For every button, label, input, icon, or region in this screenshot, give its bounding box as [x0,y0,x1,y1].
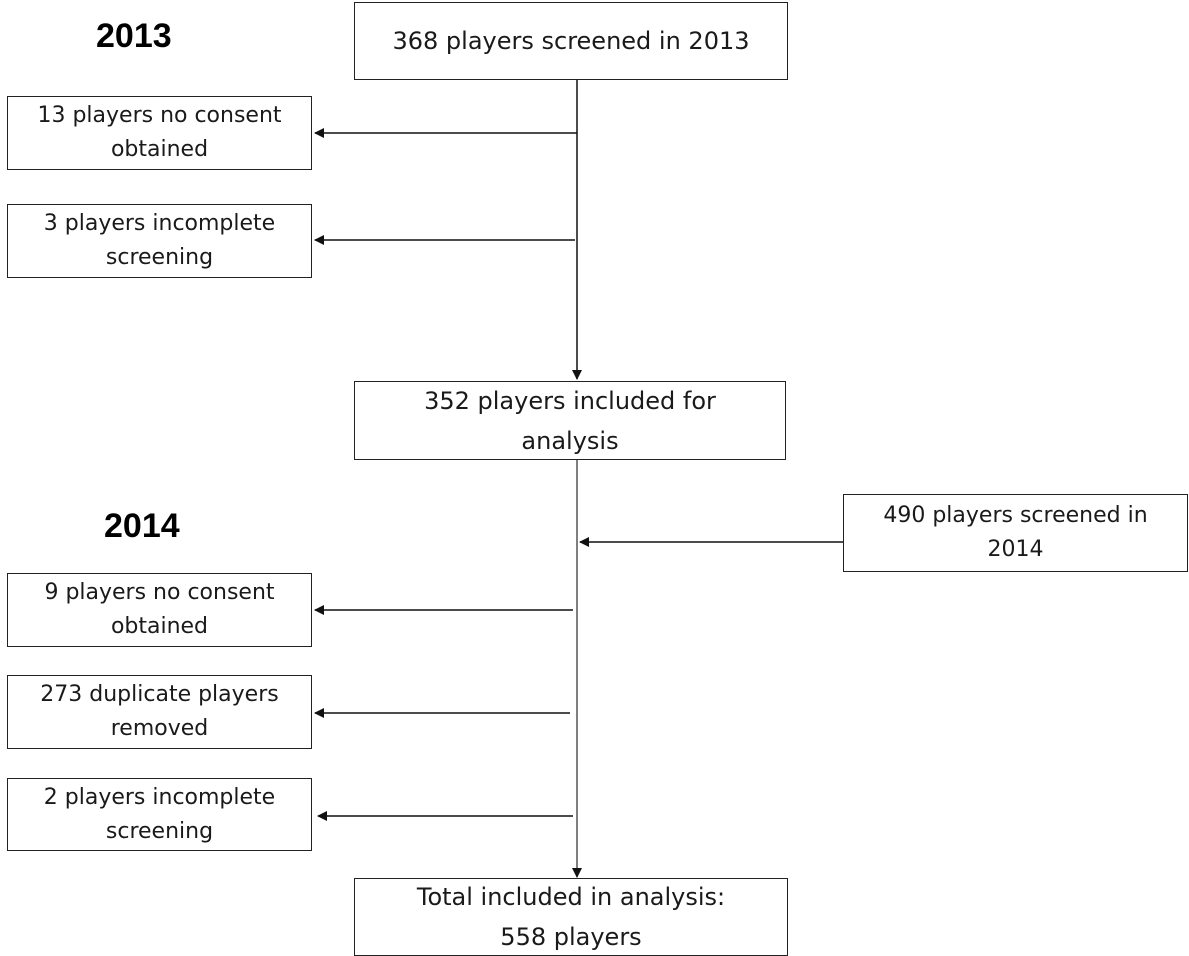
no-consent-2014-box: 9 players no consent obtained [7,573,312,647]
incomplete-screening-2013-text: 3 players incomplete screening [43,211,276,270]
no-consent-2013-box: 13 players no consent obtained [7,96,312,170]
duplicates-removed-2014-text: 273 duplicate players removed [40,682,279,741]
screened-2014-box: 490 players screened in 2014 [843,494,1188,572]
incomplete-screening-2014-text: 2 players incomplete screening [43,784,276,844]
no-consent-2013-text: 13 players no consent obtained [37,103,282,162]
duplicates-removed-2014-box: 273 duplicate players removed [7,675,312,749]
no-consent-2014-text: 9 players no consent obtained [44,580,275,639]
included-2013-box: 352 players included for analysis [354,381,786,460]
screened-2013-box: 368 players screened in 2013 [354,2,788,80]
incomplete-screening-2013-box: 3 players incomplete screening [7,204,312,278]
screened-2013-text: 368 players screened in 2013 [392,27,750,55]
incomplete-screening-2014-box: 2 players incomplete screening [7,778,312,851]
included-2013-text: 352 players included for analysis [424,386,716,455]
year-label-2014: 2014 [104,507,180,545]
total-included-text: Total included in analysis: 558 players [416,883,726,951]
year-label-2013: 2013 [96,17,172,55]
screened-2014-text: 490 players screened in 2014 [883,503,1148,562]
total-included-box: Total included in analysis: 558 players [354,878,788,956]
